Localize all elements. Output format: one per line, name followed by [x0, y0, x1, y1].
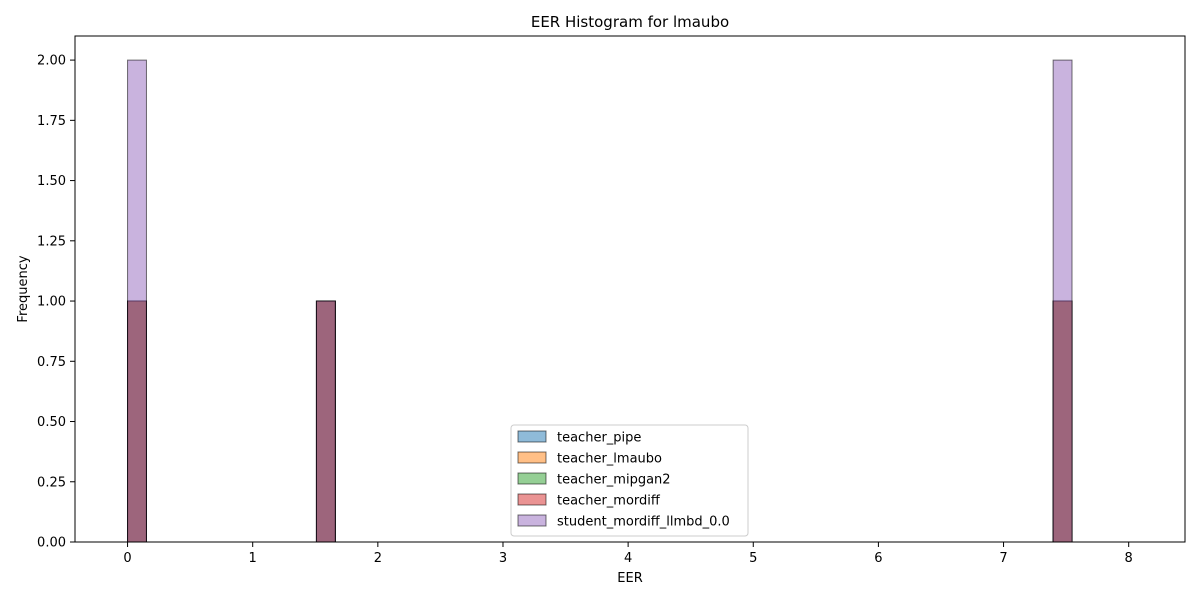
x-tick-label: 2 — [374, 551, 382, 566]
x-tick-label: 1 — [249, 551, 257, 566]
legend-swatch — [517, 472, 547, 485]
y-tick-label: 1.50 — [37, 174, 66, 189]
x-tick-label: 4 — [624, 551, 632, 566]
histogram-bar — [315, 300, 336, 543]
y-tick-label: 1.25 — [37, 234, 66, 249]
legend-swatch — [517, 514, 547, 527]
x-tick-label: 0 — [123, 551, 131, 566]
y-tick-label: 1.00 — [37, 295, 66, 310]
legend-label: teacher_mipgan2 — [557, 473, 671, 488]
legend-box — [510, 424, 749, 537]
legend-label: teacher_lmaubo — [557, 452, 662, 467]
x-axis-ticks: 0 1 2 3 4 5 6 7 8 — [123, 542, 1133, 566]
plot-area — [74, 35, 1186, 543]
histogram-bar — [1052, 59, 1073, 543]
legend-label: teacher_pipe — [557, 431, 641, 446]
legend-swatch — [517, 430, 547, 443]
y-axis-ticks: 0.00 0.25 0.50 0.75 1.00 1.25 1.50 1.75 2.00 — [37, 54, 75, 551]
y-tick-label: 1.75 — [37, 114, 66, 129]
y-axis-label: Frequency — [16, 255, 31, 322]
y-tick-label: 0.00 — [37, 536, 66, 551]
x-tick-label: 7 — [999, 551, 1007, 566]
legend-label: teacher_mordiff — [557, 494, 661, 509]
x-axis-label: EER — [617, 571, 642, 586]
x-tick-label: 3 — [499, 551, 507, 566]
y-tick-label: 0.50 — [37, 415, 66, 430]
legend-swatch — [517, 451, 547, 464]
y-tick-label: 0.25 — [37, 475, 66, 490]
x-tick-label: 8 — [1125, 551, 1133, 566]
legend: teacher_pipe teacher_lmaubo teacher_mipgan… — [510, 424, 749, 537]
x-tick-label: 6 — [874, 551, 882, 566]
y-tick-label: 0.75 — [37, 355, 66, 370]
x-tick-label: 5 — [749, 551, 757, 566]
axes-frame — [74, 35, 1186, 543]
legend-label: student_mordiff_llmbd_0.0 — [557, 515, 730, 530]
histogram-bar — [127, 59, 147, 543]
legend-swatch — [517, 493, 547, 506]
y-tick-label: 2.00 — [37, 54, 66, 69]
series-student_mordiff_llmbd_0.0 — [127, 59, 1073, 543]
chart-title: EER Histogram for lmaubo — [531, 13, 729, 31]
